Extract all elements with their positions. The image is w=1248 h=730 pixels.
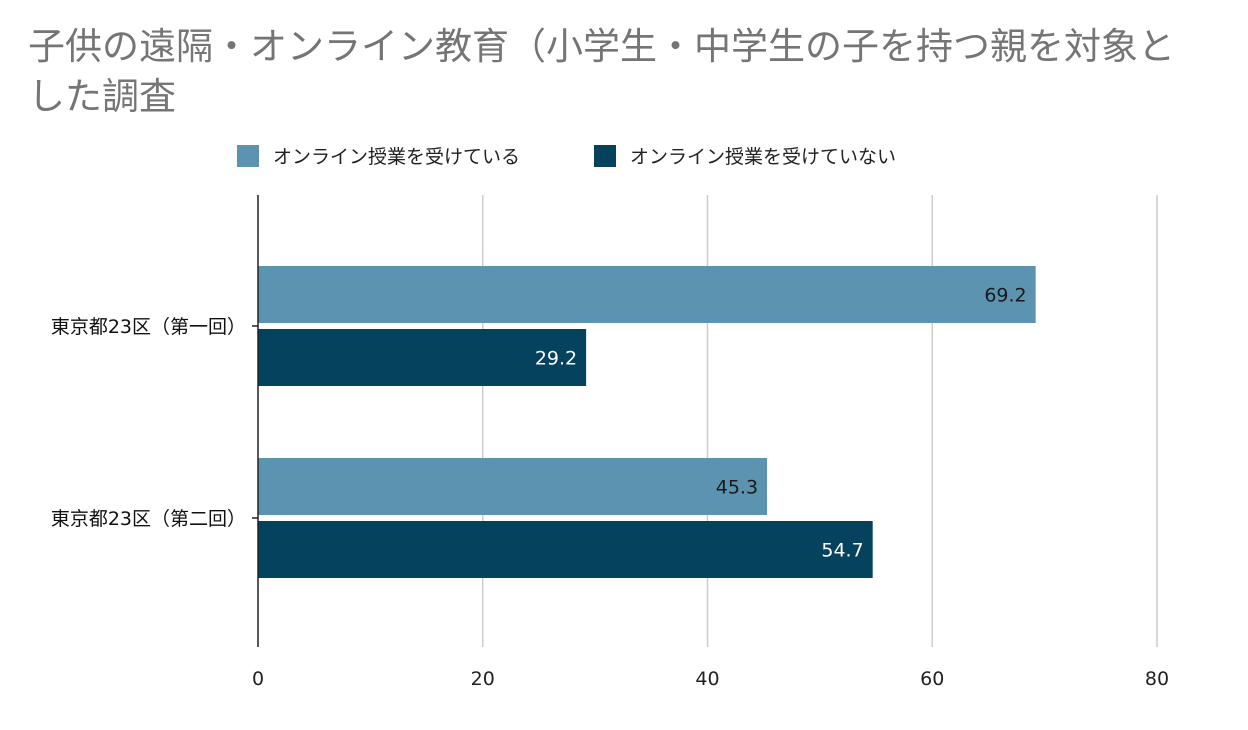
legend-swatch: [237, 145, 259, 167]
bar: [258, 329, 587, 386]
axis: 0 20 40 60 80 東京都23区（第一回） 東京都23区（第二回）: [51, 195, 1169, 690]
data-label: 29.2: [535, 348, 577, 370]
x-tick-label: 20: [471, 668, 495, 690]
legend-label: オンライン授業を受けている: [273, 146, 520, 168]
legend: オンライン授業を受けている オンライン授業を受けていない: [237, 145, 896, 168]
bar: [258, 266, 1036, 323]
x-tick-label: 40: [695, 668, 719, 690]
legend-swatch: [594, 145, 616, 167]
gridlines: [482, 195, 1158, 647]
data-label: 54.7: [821, 540, 863, 562]
chart-title: 子供の遠隔・オンライン教育（小学生・中学生の子を持つ親を対象とした調査: [28, 25, 1175, 118]
x-tick-label: 80: [1145, 668, 1169, 690]
data-label: 69.2: [984, 285, 1026, 307]
bars: 69.2 29.2 45.3 54.7: [258, 266, 1036, 578]
bar: [258, 521, 873, 578]
category-label: 東京都23区（第一回）: [51, 316, 246, 338]
x-tick-label: 0: [252, 668, 264, 690]
category-label: 東京都23区（第二回）: [51, 508, 246, 530]
x-tick-label: 60: [920, 668, 944, 690]
legend-label: オンライン授業を受けていない: [630, 146, 896, 168]
data-label: 45.3: [716, 477, 758, 499]
bar: [258, 458, 768, 515]
